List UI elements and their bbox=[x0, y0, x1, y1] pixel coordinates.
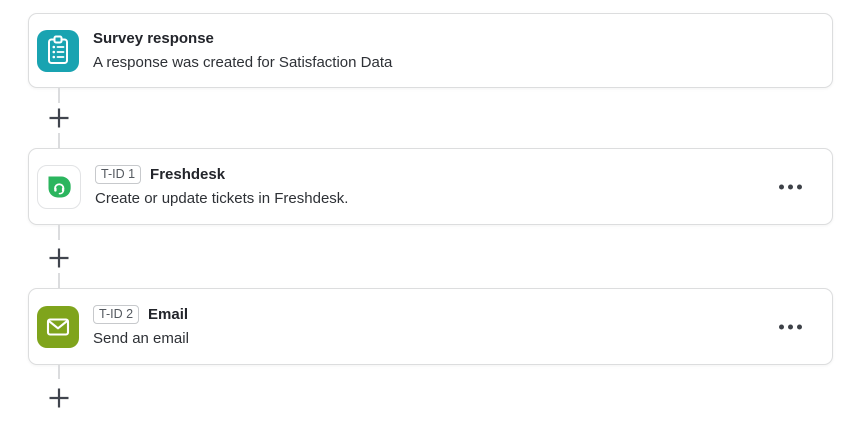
card-text: Survey response A response was created f… bbox=[93, 29, 392, 73]
task-id-badge: T-ID 2 bbox=[93, 305, 140, 324]
more-options-button[interactable] bbox=[777, 178, 804, 195]
add-step-button-3[interactable] bbox=[48, 387, 70, 409]
workflow-card-survey-response[interactable]: Survey response A response was created f… bbox=[28, 13, 833, 88]
ellipsis-icon bbox=[779, 184, 784, 189]
plus-icon bbox=[49, 388, 69, 408]
card-title: Survey response bbox=[93, 29, 214, 47]
freshdesk-icon bbox=[37, 164, 81, 209]
add-step-button-2[interactable] bbox=[48, 247, 70, 269]
connector-line bbox=[58, 88, 60, 103]
add-step-button-1[interactable] bbox=[48, 107, 70, 129]
card-title: Freshdesk bbox=[150, 165, 226, 183]
card-text: T-ID 2 Email Send an email bbox=[93, 305, 189, 349]
survey-clipboard-icon bbox=[37, 29, 79, 72]
email-envelope-icon bbox=[37, 305, 79, 348]
ellipsis-icon bbox=[779, 324, 784, 329]
card-title: Email bbox=[148, 305, 189, 323]
connector-line bbox=[58, 133, 60, 148]
card-subtitle: Create or update tickets in Freshdesk. bbox=[95, 189, 349, 207]
connector-line bbox=[58, 273, 60, 288]
card-subtitle: Send an email bbox=[93, 329, 189, 347]
plus-icon bbox=[49, 108, 69, 128]
more-options-button[interactable] bbox=[777, 318, 804, 335]
task-id-badge: T-ID 1 bbox=[95, 165, 142, 184]
connector-line bbox=[58, 365, 60, 379]
card-text: T-ID 1 Freshdesk Create or update ticket… bbox=[95, 165, 348, 209]
card-subtitle: A response was created for Satisfaction … bbox=[93, 53, 393, 71]
plus-icon bbox=[49, 248, 69, 268]
connector-line bbox=[58, 225, 60, 240]
workflow-card-email[interactable]: T-ID 2 Email Send an email bbox=[28, 288, 833, 365]
workflow-card-freshdesk[interactable]: T-ID 1 Freshdesk Create or update ticket… bbox=[28, 148, 833, 225]
